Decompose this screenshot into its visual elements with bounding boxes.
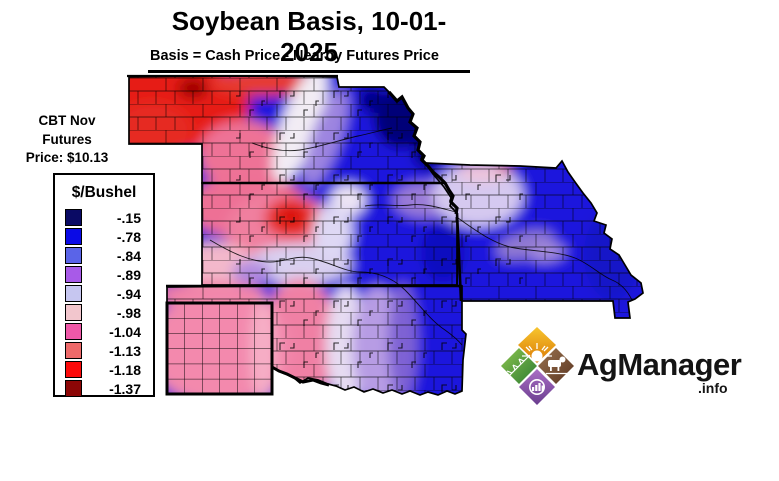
logo-tld: .info (698, 380, 728, 396)
legend-swatch (65, 380, 82, 397)
legend-row: -.84 (55, 247, 153, 264)
sun-icon (522, 343, 552, 362)
legend-row: -1.18 (55, 361, 153, 378)
legend-value: -1.13 (109, 342, 141, 359)
legend-value: -.94 (116, 285, 141, 302)
legend-title: $/Bushel (71, 184, 137, 201)
red-river-border (271, 365, 330, 387)
legend-swatch (65, 361, 82, 378)
legend-row: -1.37 (55, 380, 153, 397)
legend-value: -1.37 (109, 380, 141, 397)
legend-row: -.15 (55, 209, 153, 226)
legend-row: -.94 (55, 285, 153, 302)
legend-value: -.89 (116, 266, 141, 283)
legend-swatch (65, 266, 82, 283)
agmanager-logo (501, 327, 574, 405)
legend-swatch (65, 285, 82, 302)
platte-river (251, 127, 393, 152)
legend-value: -.15 (116, 209, 141, 226)
futures-line-1: CBT Nov (38, 113, 96, 128)
futures-line-2: Futures (42, 131, 92, 147)
missouri-river (457, 217, 633, 301)
logo-wordmark: AgManager (577, 347, 742, 382)
legend-row: -.78 (55, 228, 153, 245)
legend-value: -.98 (116, 304, 141, 321)
legend-swatch (65, 228, 82, 245)
legend-swatch (65, 209, 82, 226)
page-title: Soybean Basis, 10-01-2025 (148, 6, 470, 73)
river-lines (209, 127, 633, 346)
wheat-icon (506, 354, 531, 378)
legend-swatch (65, 342, 82, 359)
legend-rows: -.15 -.78 -.84 -.89 -.94 -.98 -1.04 -1.13 -1.18 -… (55, 209, 153, 397)
legend-value: -.84 (116, 247, 141, 264)
legend-row: -.98 (55, 304, 153, 321)
kansas-river (364, 204, 457, 213)
legend-row: -1.04 (55, 323, 153, 340)
page-subtitle: Basis = Cash Price - Nearby Futures Pric… (150, 48, 439, 64)
missouri-river-border (387, 90, 459, 215)
legend-value: -1.04 (109, 323, 141, 340)
cow-icon (546, 356, 568, 375)
elevator-marks (233, 76, 523, 395)
legend-swatch (65, 304, 82, 321)
legend-swatch (65, 323, 82, 340)
futures-line-3: Price: $10.13 (25, 150, 109, 165)
legend-value: -1.18 (109, 361, 141, 378)
chart-icon (528, 378, 545, 395)
arkansas-river (209, 239, 463, 346)
futures-price-note: CBT Nov Futures Price: $10.13 (8, 112, 126, 168)
texas-county-grid (167, 303, 272, 394)
legend-row: -.89 (55, 266, 153, 283)
state-borders (127, 74, 644, 396)
legend: $/Bushel -.15 -.78 -.84 -.89 -.94 -.98 -1.04 -1… (53, 173, 155, 397)
legend-swatch (65, 247, 82, 264)
kansas-missouri-border (455, 212, 463, 302)
legend-row: -1.13 (55, 342, 153, 359)
legend-value: -.78 (116, 228, 141, 245)
